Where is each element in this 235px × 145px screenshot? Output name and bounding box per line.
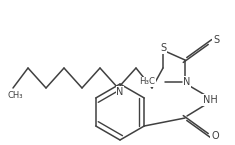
Text: N: N <box>183 77 191 87</box>
Text: CH₃: CH₃ <box>8 90 24 99</box>
Text: NH: NH <box>203 95 217 105</box>
Text: H₃C: H₃C <box>139 77 155 87</box>
Text: O: O <box>211 131 219 141</box>
Text: N: N <box>116 87 124 97</box>
Text: S: S <box>213 35 219 45</box>
Text: S: S <box>160 43 166 53</box>
